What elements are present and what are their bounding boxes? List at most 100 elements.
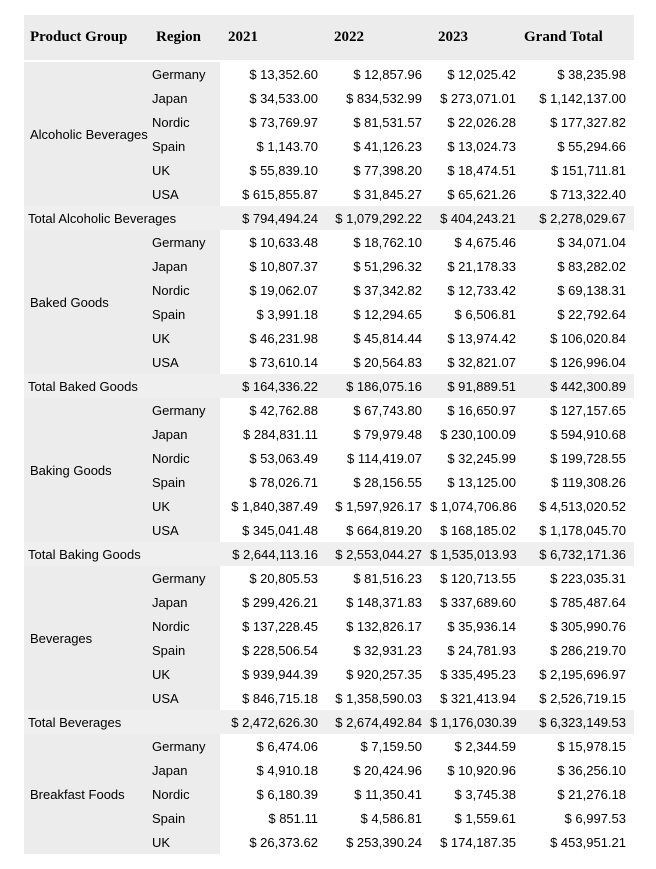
value-cell: $ 1,597,926.17 xyxy=(326,494,430,518)
value-cell: $ 77,398.20 xyxy=(326,158,430,182)
value-cell: $ 73,610.14 xyxy=(220,350,326,374)
value-cell: $ 13,352.60 xyxy=(220,61,326,86)
value-cell: $ 664,819.20 xyxy=(326,518,430,542)
value-cell: $ 22,026.28 xyxy=(430,110,524,134)
total-value-cell: $ 1,079,292.22 xyxy=(326,206,430,230)
column-header: 2022 xyxy=(326,15,430,62)
value-cell: $ 20,805.53 xyxy=(220,566,326,590)
column-header: Product Group xyxy=(24,15,148,62)
value-cell: $ 1,178,045.70 xyxy=(524,518,634,542)
value-cell: $ 81,531.57 xyxy=(326,110,430,134)
region-cell: Germany xyxy=(148,566,220,590)
table-row: Japan $ 10,807.37 $ 51,296.32 $ 21,178.33 $ … xyxy=(24,254,634,278)
table-row: UK $ 55,839.10 $ 77,398.20 $ 18,474.51 $ 151… xyxy=(24,158,634,182)
value-cell: $ 127,157.65 xyxy=(524,398,634,422)
value-cell: $ 65,621.26 xyxy=(430,182,524,206)
value-cell: $ 228,506.54 xyxy=(220,638,326,662)
region-cell: Japan xyxy=(148,86,220,110)
region-cell: Germany xyxy=(148,230,220,254)
value-cell: $ 11,350.41 xyxy=(326,782,430,806)
value-cell: $ 6,180.39 xyxy=(220,782,326,806)
region-cell: Spain xyxy=(148,638,220,662)
table-row: Baked Goods Germany $ 10,633.48 $ 18,762.10… xyxy=(24,230,634,374)
value-cell: $ 284,831.11 xyxy=(220,422,326,446)
value-cell: $ 132,826.17 xyxy=(326,614,430,638)
value-cell: $ 4,586.81 xyxy=(326,806,430,830)
value-cell: $ 345,041.48 xyxy=(220,518,326,542)
table-row: Japan $ 284,831.11 $ 79,979.48 $ 230,100.09… xyxy=(24,422,634,446)
value-cell: $ 1,142,137.00 xyxy=(524,86,634,110)
value-cell: $ 32,931.23 xyxy=(326,638,430,662)
value-cell: $ 920,257.35 xyxy=(326,662,430,686)
region-cell: Japan xyxy=(148,590,220,614)
table-row: USA $ 73,610.14 $ 20,564.83 $ 32,821.07 $ 12… xyxy=(24,350,634,374)
region-cell: Spain xyxy=(148,134,220,158)
value-cell: $ 337,689.60 xyxy=(430,590,524,614)
value-cell: $ 18,474.51 xyxy=(430,158,524,182)
region-cell: Japan xyxy=(148,422,220,446)
total-value-cell: $ 1,176,030.39 xyxy=(430,710,524,734)
total-label-cell: Total Alcoholic Beverages xyxy=(24,206,220,230)
region-cell: Spain xyxy=(148,470,220,494)
value-cell: $ 79,979.48 xyxy=(326,422,430,446)
value-cell: $ 114,419.07 xyxy=(326,446,430,470)
pivot-table-container: Product Group Region 2021 2022 2023 Grand Tot… xyxy=(24,15,634,854)
product-group-cell: Breakfast Foods xyxy=(24,734,148,854)
value-cell: $ 615,855.87 xyxy=(220,182,326,206)
value-cell: $ 15,978.15 xyxy=(524,734,634,758)
value-cell: $ 305,990.76 xyxy=(524,614,634,638)
table-header: Product Group Region 2021 2022 2023 Grand Tot… xyxy=(24,15,634,62)
value-cell: $ 177,327.82 xyxy=(524,110,634,134)
header-row: Product Group Region 2021 2022 2023 Grand Tot… xyxy=(24,15,634,62)
table-row: UK $ 939,944.39 $ 920,257.35 $ 335,495.23 $ … xyxy=(24,662,634,686)
table-row: Spain $ 851.11 $ 4,586.81 $ 1,559.61 $ 6,997… xyxy=(24,806,634,830)
column-header: Region xyxy=(148,15,220,62)
value-cell: $ 32,821.07 xyxy=(430,350,524,374)
region-cell: Germany xyxy=(148,61,220,86)
value-cell: $ 119,308.26 xyxy=(524,470,634,494)
column-header: 2021 xyxy=(220,15,326,62)
value-cell: $ 12,857.96 xyxy=(326,61,430,86)
total-value-cell: $ 186,075.16 xyxy=(326,374,430,398)
table-row: Breakfast Foods Germany $ 6,474.06 $ 7,159.… xyxy=(24,734,634,854)
region-cell: Nordic xyxy=(148,278,220,302)
value-cell: $ 321,413.94 xyxy=(430,686,524,710)
value-cell: $ 26,373.62 xyxy=(220,830,326,854)
table-row: Japan $ 34,533.00 $ 834,532.99 $ 273,071.01… xyxy=(24,86,634,110)
value-cell: $ 21,276.18 xyxy=(524,782,634,806)
region-cell: UK xyxy=(148,662,220,686)
table-row: USA $ 615,855.87 $ 31,845.27 $ 65,621.26 $ 7… xyxy=(24,182,634,206)
value-cell: $ 223,035.31 xyxy=(524,566,634,590)
value-cell: $ 13,125.00 xyxy=(430,470,524,494)
value-cell: $ 335,495.23 xyxy=(430,662,524,686)
pivot-table: Product Group Region 2021 2022 2023 Grand Tot… xyxy=(24,15,634,854)
value-cell: $ 12,294.65 xyxy=(326,302,430,326)
table-row: Japan $ 4,910.18 $ 20,424.96 $ 10,920.96 $ 3… xyxy=(24,758,634,782)
value-cell: $ 299,426.21 xyxy=(220,590,326,614)
value-cell: $ 174,187.35 xyxy=(430,830,524,854)
total-row: Total Baked Goods $ 164,336.22 $ 186,075.1… xyxy=(24,374,634,398)
value-cell: $ 2,195,696.97 xyxy=(524,662,634,686)
table-row: UK $ 26,373.62 $ 253,390.24 $ 174,187.35 $ 4… xyxy=(24,830,634,854)
table-row: Nordic $ 137,228.45 $ 132,826.17 $ 35,936.1… xyxy=(24,614,634,638)
value-cell: $ 230,100.09 xyxy=(430,422,524,446)
value-cell: $ 55,294.66 xyxy=(524,134,634,158)
product-group-cell: Alcoholic Beverages xyxy=(24,61,148,206)
value-cell: $ 286,219.70 xyxy=(524,638,634,662)
region-cell: Germany xyxy=(148,734,220,758)
table-row: USA $ 345,041.48 $ 664,819.20 $ 168,185.02 $… xyxy=(24,518,634,542)
table-row: UK $ 1,840,387.49 $ 1,597,926.17 $ 1,074,70… xyxy=(24,494,634,518)
value-cell: $ 7,159.50 xyxy=(326,734,430,758)
value-cell: $ 18,762.10 xyxy=(326,230,430,254)
value-cell: $ 846,715.18 xyxy=(220,686,326,710)
region-cell: UK xyxy=(148,158,220,182)
value-cell: $ 55,839.10 xyxy=(220,158,326,182)
value-cell: $ 4,513,020.52 xyxy=(524,494,634,518)
value-cell: $ 32,245.99 xyxy=(430,446,524,470)
table-row: Spain $ 3,991.18 $ 12,294.65 $ 6,506.81 $ 22… xyxy=(24,302,634,326)
region-cell: Spain xyxy=(148,806,220,830)
total-value-cell: $ 6,323,149.53 xyxy=(524,710,634,734)
total-row: Total Baking Goods $ 2,644,113.16 $ 2,553,… xyxy=(24,542,634,566)
value-cell: $ 22,792.64 xyxy=(524,302,634,326)
total-row: Total Alcoholic Beverages $ 794,494.24 $ 1… xyxy=(24,206,634,230)
